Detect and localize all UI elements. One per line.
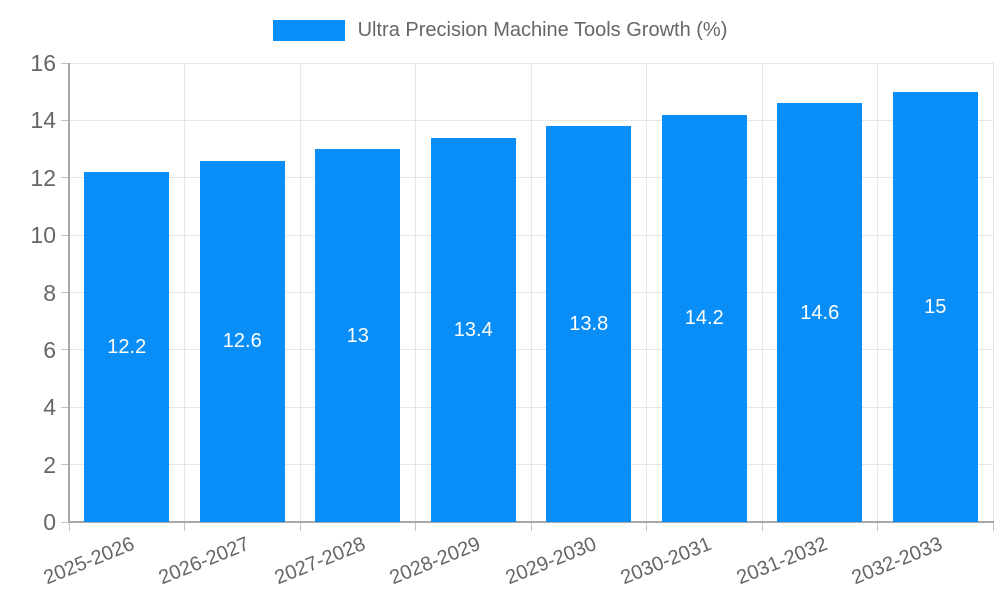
y-axis-tick	[61, 234, 69, 236]
y-axis-tick	[61, 119, 69, 121]
y-axis-tick	[61, 62, 69, 64]
x-axis-tick	[299, 522, 301, 531]
y-axis-tick-label: 14	[30, 107, 56, 134]
x-gridline	[530, 63, 532, 522]
chart-legend[interactable]: Ultra Precision Machine Tools Growth (%)	[0, 16, 1000, 44]
y-axis-tick	[61, 177, 69, 179]
x-axis-tick	[646, 522, 647, 531]
bar[interactable]	[430, 137, 516, 522]
y-axis-tick-label: 16	[30, 50, 56, 76]
y-axis-tick	[61, 349, 69, 351]
bar-value-label: 13	[346, 324, 369, 347]
x-axis-tick	[530, 522, 532, 531]
x-axis-tick	[68, 522, 70, 531]
legend-label: Ultra Precision Machine Tools Growth (%)	[357, 18, 728, 41]
bar-value-label: 13.4	[453, 318, 493, 341]
x-axis-tick	[184, 522, 185, 531]
y-axis-tick-label: 6	[43, 336, 56, 363]
y-axis-tick-label: 8	[43, 279, 56, 306]
y-axis-tick-label: 12	[30, 164, 56, 191]
x-axis-tick	[761, 522, 763, 531]
x-gridline	[646, 63, 647, 522]
bar[interactable]	[199, 160, 285, 522]
bar[interactable]	[892, 91, 978, 522]
y-axis-tick-label: 2	[43, 451, 56, 478]
x-axis-tick	[992, 522, 994, 531]
bar-value-label: 15	[924, 295, 947, 318]
x-axis-tick	[415, 522, 416, 531]
x-gridline	[415, 63, 416, 522]
y-axis-tick	[61, 521, 69, 523]
legend-swatch-icon	[272, 19, 345, 41]
x-gridline	[299, 63, 301, 522]
y-axis-tick-label: 4	[43, 394, 56, 421]
x-gridline	[184, 63, 185, 522]
x-gridline	[992, 63, 994, 522]
x-axis-tick	[877, 522, 878, 531]
y-axis-line	[68, 63, 70, 523]
x-gridline	[877, 63, 878, 522]
bar[interactable]	[661, 114, 747, 522]
y-axis-tick-label: 0	[43, 509, 56, 535]
y-axis-tick-label: 10	[30, 222, 56, 249]
bar-value-label: 12.6	[222, 330, 262, 353]
bar-value-label: 14.6	[800, 301, 840, 324]
bar[interactable]	[315, 149, 401, 522]
y-axis-tick	[61, 464, 69, 466]
bar-value-label: 12.2	[107, 336, 147, 358]
bar-value-label: 14.2	[684, 307, 724, 330]
x-axis-line	[68, 521, 994, 523]
bar[interactable]	[777, 103, 863, 522]
bar-value-label: 13.8	[569, 313, 609, 336]
bar[interactable]	[546, 126, 632, 522]
x-gridline	[761, 63, 763, 522]
y-axis-tick	[61, 406, 69, 408]
bar[interactable]	[84, 172, 170, 522]
y-axis-tick	[61, 292, 69, 293]
